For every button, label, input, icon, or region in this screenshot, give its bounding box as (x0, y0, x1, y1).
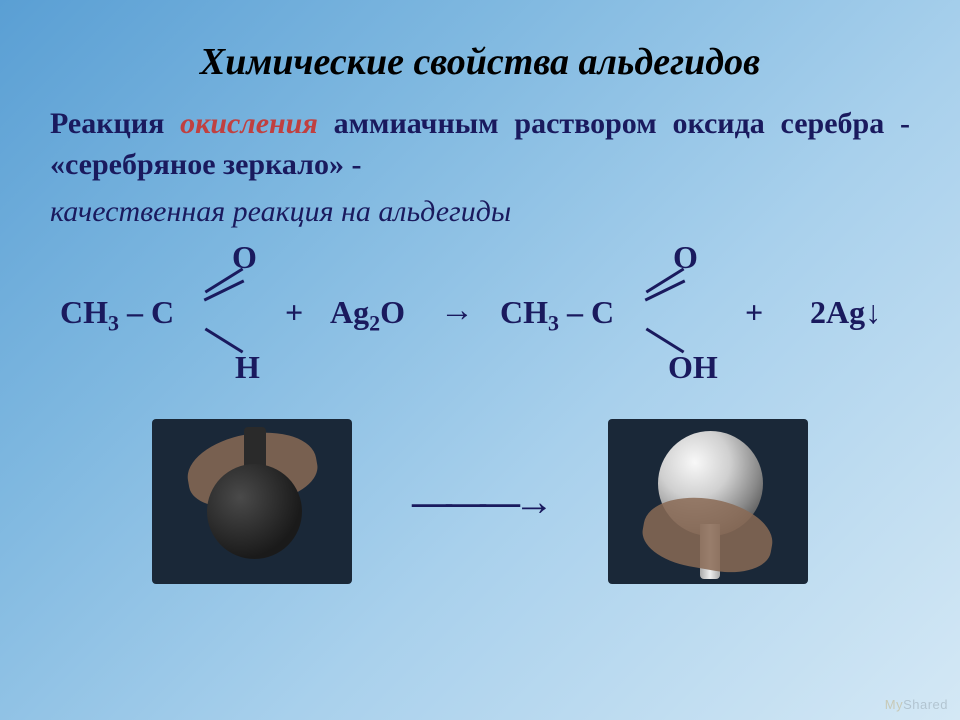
eq-right-oh: OH (668, 349, 718, 386)
eq-plus-2: + (745, 294, 763, 331)
intro-oxidation: окисления (180, 107, 318, 140)
flask-before-image (152, 419, 352, 584)
chemical-equation: O CH3 – C H + Ag2O → O CH3 – C OH + 2Ag↓ (50, 239, 910, 409)
image-arrow: ———→ (412, 478, 548, 525)
eq-ag2o: Ag2O (330, 294, 405, 336)
eq-ch-r: CH (500, 294, 548, 330)
eq-down-arrow: ↓ (865, 294, 881, 330)
eq-sub3: 3 (108, 310, 119, 335)
slide-title: Химические свойства альдегидов (50, 40, 910, 84)
flask-after-image (608, 419, 808, 584)
eq-arrow: → (440, 292, 474, 330)
image-row: ———→ (50, 419, 910, 584)
eq-o: O (380, 294, 405, 330)
eq-two: 2 (810, 294, 826, 330)
watermark: MyShared (885, 697, 948, 712)
eq-plus-1: + (285, 294, 303, 331)
eq-ag: Ag (330, 294, 369, 330)
eq-right-ch3c: CH3 – C (500, 294, 614, 336)
eq-c-r: – C (559, 294, 614, 330)
qualitative-reaction-text: качественная реакция на альдегиды (50, 195, 910, 229)
flask1-bulb (207, 464, 302, 559)
eq-c: – C (119, 294, 174, 330)
watermark-shared: Shared (903, 697, 948, 712)
eq-ag-prod: Ag (826, 294, 865, 330)
eq-sub3-r: 3 (548, 310, 559, 335)
intro-pre: Реакция (50, 107, 180, 140)
eq-ch: CH (60, 294, 108, 330)
watermark-my: My (885, 697, 903, 712)
eq-2ag: 2Ag↓ (810, 294, 881, 331)
eq-left-ch3c: CH3 – C (60, 294, 174, 336)
eq-sub2: 2 (369, 310, 380, 335)
intro-paragraph: Реакция окисления аммиачным раствором ок… (50, 104, 910, 185)
eq-left-h: H (235, 349, 260, 386)
